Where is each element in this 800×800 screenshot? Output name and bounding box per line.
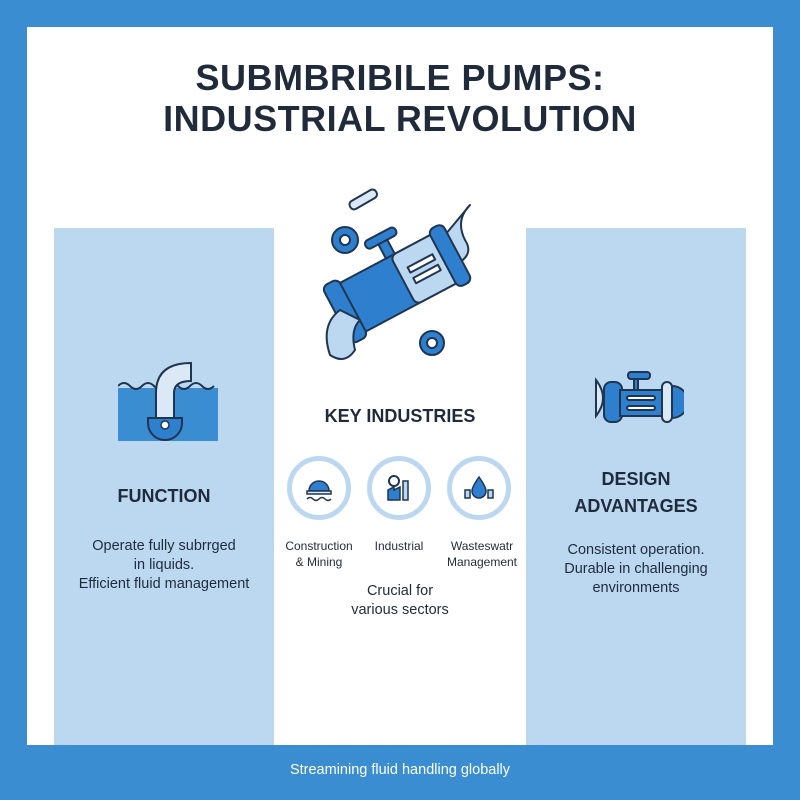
key-industries-heading: KEY INDUSTRIES [324, 406, 476, 426]
industry-construction-circle [287, 456, 351, 520]
design-advantages-description: Consistent operation. Durable in challen… [564, 542, 708, 596]
industry-label-industrial: Industrial [374, 539, 424, 553]
submersible-pump-illustration [322, 188, 472, 360]
page-title: SUBMBRIBILE PUMPS: INDUSTRIAL REVOLUTION [163, 57, 637, 139]
factory-gear-icon [387, 475, 409, 501]
industry-label-construction: Construction & Mining [285, 539, 353, 569]
design-advantages-panel: DESIGN ADVANTAGES Consistent operation. … [526, 228, 746, 745]
industry-wastewater-circle [447, 456, 511, 520]
function-panel: FUNCTION Operate fully subrrged in liqui… [54, 228, 274, 745]
industries-note: Crucial for various sectors [351, 583, 449, 618]
industry-industrial-circle [367, 456, 431, 520]
pump-motor-icon [595, 371, 684, 423]
footer-tagline: Streamining fluid handling globally [289, 762, 511, 778]
function-heading: FUNCTION [117, 486, 211, 506]
hard-hat-icon [306, 480, 332, 502]
submerged-pipe-icon [118, 361, 218, 441]
function-description: Operate fully subrrged in liquids. Effic… [78, 538, 250, 592]
water-drop-pipe-icon [464, 475, 494, 499]
industry-label-wastewater: Wasteswatr Management [446, 539, 518, 569]
design-advantages-heading: DESIGN ADVANTAGES [574, 469, 698, 516]
